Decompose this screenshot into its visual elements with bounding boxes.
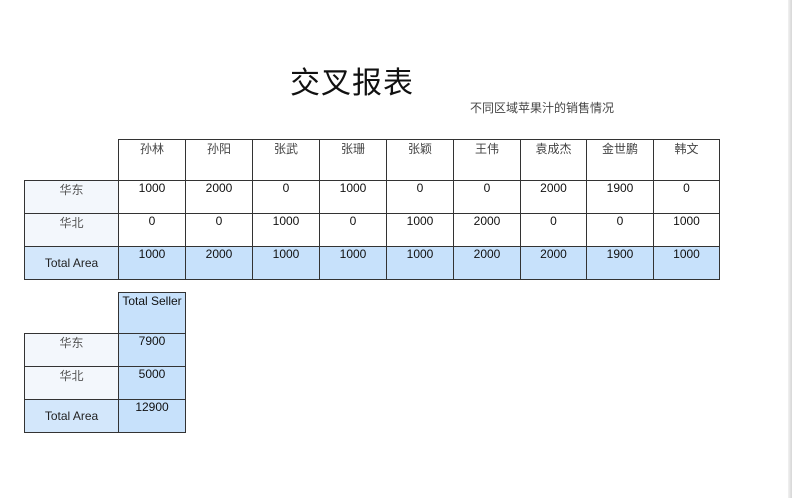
- value-cell: 0: [118, 213, 186, 247]
- total-cell: 1000: [653, 246, 720, 280]
- value-cell: 2000: [520, 180, 587, 214]
- total-row: Total Area 1000 2000 1000 1000 1000 2000…: [24, 246, 720, 280]
- total-cell: 1000: [118, 246, 186, 280]
- corner-cell: [25, 293, 119, 334]
- total-seller-header: Total Seller: [118, 292, 186, 334]
- cross-table: 孙林 孙阳 张武 张珊 张颖 王伟 袁成杰 金世鹏 韩文 华东 1000 200…: [24, 139, 720, 280]
- value-cell: 0: [252, 180, 320, 214]
- value-cell: 0: [453, 180, 521, 214]
- seller-header: 张珊: [319, 139, 387, 181]
- region-label: 华北: [24, 213, 119, 247]
- seller-header: 王伟: [453, 139, 521, 181]
- total-cell: 5000: [118, 366, 186, 400]
- value-cell: 2000: [453, 213, 521, 247]
- seller-header: 韩文: [653, 139, 720, 181]
- value-cell: 0: [520, 213, 587, 247]
- corner-cell: [25, 140, 119, 181]
- summary-header-row: Total Seller: [25, 292, 186, 334]
- grand-total-cell: 12900: [118, 399, 186, 433]
- seller-header-row: 孙林 孙阳 张武 张珊 张颖 王伟 袁成杰 金世鹏 韩文: [25, 139, 720, 181]
- region-label: 华北: [24, 366, 119, 400]
- value-cell: 1900: [586, 180, 654, 214]
- value-cell: 1000: [252, 213, 320, 247]
- seller-header: 孙林: [118, 139, 186, 181]
- summary-table: Total Seller 华东 7900 华北 5000 Total Area …: [24, 292, 186, 433]
- value-cell: 2000: [185, 180, 253, 214]
- value-cell: 0: [386, 180, 454, 214]
- total-row: Total Area 12900: [24, 399, 186, 433]
- value-cell: 0: [586, 213, 654, 247]
- table-row: 华北 5000: [24, 366, 186, 400]
- value-cell: 1000: [653, 213, 720, 247]
- value-cell: 1000: [118, 180, 186, 214]
- seller-header: 袁成杰: [520, 139, 587, 181]
- total-cell: 2000: [185, 246, 253, 280]
- value-cell: 0: [653, 180, 720, 214]
- total-area-label: Total Area: [24, 399, 119, 433]
- value-cell: 0: [319, 213, 387, 247]
- table-row: 华北 0 0 1000 0 1000 2000 0 0 1000: [24, 213, 720, 247]
- table-row: 华东 7900: [24, 333, 186, 367]
- seller-header: 孙阳: [185, 139, 253, 181]
- total-cell: 2000: [453, 246, 521, 280]
- total-cell: 1000: [252, 246, 320, 280]
- table-row: 华东 1000 2000 0 1000 0 0 2000 1900 0: [24, 180, 720, 214]
- total-cell: 7900: [118, 333, 186, 367]
- value-cell: 0: [185, 213, 253, 247]
- total-cell: 1000: [319, 246, 387, 280]
- report-title: 交叉报表: [290, 66, 414, 101]
- seller-header: 张武: [252, 139, 320, 181]
- total-cell: 1900: [586, 246, 654, 280]
- report-subtitle: 不同区域苹果汁的销售情况: [470, 101, 615, 115]
- total-area-label: Total Area: [24, 246, 119, 280]
- window-right-edge: [788, 0, 792, 498]
- total-cell: 2000: [520, 246, 587, 280]
- region-label: 华东: [24, 180, 119, 214]
- region-label: 华东: [24, 333, 119, 367]
- value-cell: 1000: [319, 180, 387, 214]
- seller-header: 张颖: [386, 139, 454, 181]
- total-cell: 1000: [386, 246, 454, 280]
- seller-header: 金世鹏: [586, 139, 654, 181]
- value-cell: 1000: [386, 213, 454, 247]
